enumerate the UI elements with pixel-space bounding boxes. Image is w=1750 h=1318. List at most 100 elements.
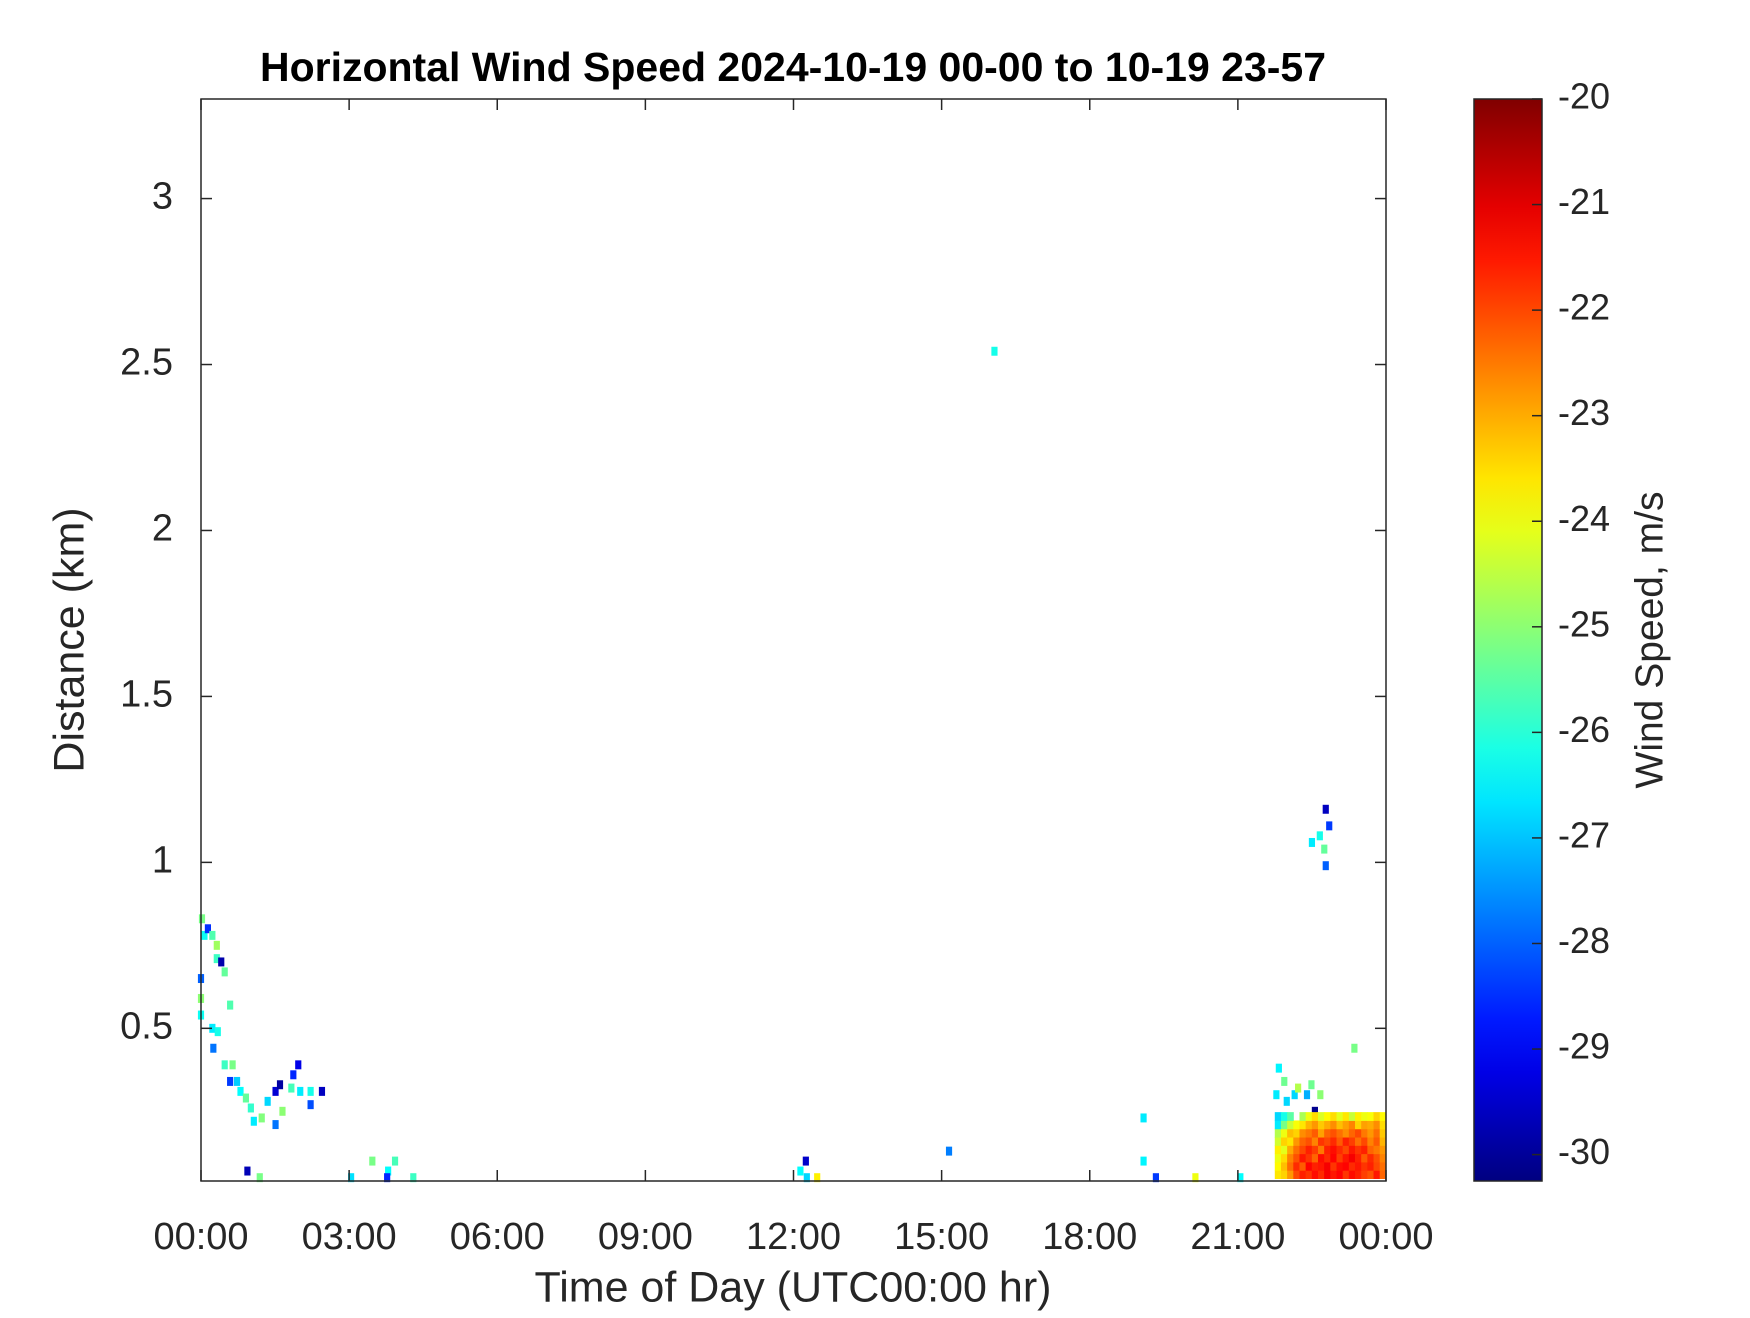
cell (1237, 1173, 1244, 1183)
cell (1274, 1161, 1282, 1171)
cell (233, 1076, 241, 1086)
cell (1274, 1128, 1282, 1138)
cell (295, 1060, 302, 1070)
cell (1280, 1120, 1288, 1130)
cell (1330, 1128, 1338, 1138)
y-axis-label: Distance (km) (45, 507, 93, 772)
cell (391, 1156, 399, 1166)
cell (1342, 1145, 1350, 1155)
cell (1281, 1076, 1288, 1086)
cell (1336, 1137, 1344, 1146)
cell (1348, 1112, 1356, 1121)
cell (227, 1076, 234, 1086)
cell (1140, 1113, 1147, 1123)
cell (1295, 1083, 1302, 1093)
cell (1367, 1128, 1375, 1138)
cell (1367, 1112, 1375, 1121)
cell (1317, 1145, 1325, 1155)
y-tick-label: 0.5 (120, 1005, 173, 1047)
cell (221, 1060, 228, 1070)
cell (1317, 1090, 1324, 1100)
colorbar-tick-label: -30 (1558, 1131, 1610, 1172)
cell (221, 967, 228, 977)
cell (1330, 1145, 1338, 1155)
cell (410, 1173, 417, 1183)
cell (1326, 821, 1333, 831)
cell (1299, 1145, 1307, 1155)
cell (384, 1173, 391, 1183)
cell (307, 1086, 314, 1096)
cell (1324, 1128, 1331, 1138)
cell (1299, 1170, 1307, 1180)
cell (1287, 1128, 1294, 1138)
cell (1293, 1145, 1300, 1155)
cell (1367, 1120, 1375, 1130)
cell (1361, 1153, 1368, 1163)
cell (1280, 1170, 1288, 1180)
cell (210, 1043, 217, 1053)
colorbar-tick-label: -24 (1558, 498, 1610, 539)
plot-frame (200, 98, 1387, 1182)
cell (1361, 1128, 1368, 1138)
cell (1373, 1112, 1381, 1121)
cell (1287, 1161, 1294, 1171)
cell (1324, 1112, 1331, 1121)
cell (1324, 1137, 1331, 1146)
cell (1330, 1120, 1338, 1130)
cell (1273, 1090, 1280, 1100)
cell (1287, 1120, 1294, 1130)
cell (1367, 1161, 1375, 1171)
cell (1274, 1153, 1282, 1163)
cell (1342, 1170, 1350, 1180)
cell (297, 1086, 304, 1096)
x-tick-label: 09:00 (598, 1216, 693, 1258)
cell (1367, 1153, 1375, 1163)
cell (1283, 1096, 1290, 1106)
cell (1280, 1161, 1288, 1171)
cell (1291, 1090, 1298, 1100)
cell (1311, 1106, 1318, 1116)
cell (1379, 1120, 1387, 1130)
cell (1348, 1153, 1356, 1163)
cell (1330, 1161, 1338, 1171)
cell (1317, 1137, 1325, 1146)
x-tick-label: 21:00 (1190, 1216, 1285, 1258)
cell (1342, 1128, 1350, 1138)
cell (1361, 1112, 1368, 1121)
cell (201, 930, 208, 940)
cell (1308, 1080, 1315, 1090)
cell (1274, 1145, 1282, 1155)
cell (1324, 1170, 1331, 1180)
cell (797, 1166, 804, 1176)
cell (1311, 1120, 1319, 1130)
colorbar-tick-label: -29 (1558, 1026, 1610, 1067)
cell (1361, 1145, 1368, 1155)
cell (1355, 1137, 1362, 1146)
colorbar-tick-label: -28 (1558, 920, 1610, 961)
colorbar-tick-label: -26 (1558, 709, 1610, 750)
cell (307, 1100, 314, 1110)
y-tick-label: 2.5 (120, 342, 173, 384)
cell (290, 1070, 297, 1080)
cell (1336, 1145, 1344, 1155)
cell (1287, 1112, 1294, 1121)
cell (1324, 1120, 1331, 1130)
cell (1367, 1137, 1375, 1146)
x-axis-label: Time of Day (UTC00:00 hr) (535, 1263, 1052, 1311)
cell (1355, 1112, 1362, 1121)
cell (1305, 1137, 1313, 1146)
cell (1342, 1161, 1350, 1171)
x-tick-label: 00:00 (153, 1216, 248, 1258)
colorbar-tick-label: -20 (1558, 76, 1610, 117)
cell (991, 346, 998, 356)
x-tick-label: 18:00 (1042, 1216, 1137, 1258)
cell (1322, 804, 1329, 814)
cell (1355, 1128, 1362, 1138)
cell (1348, 1145, 1356, 1155)
cell (1379, 1137, 1387, 1146)
cell (1287, 1145, 1294, 1155)
cell (227, 1000, 234, 1010)
cell (1316, 831, 1323, 841)
cell (318, 1086, 326, 1096)
